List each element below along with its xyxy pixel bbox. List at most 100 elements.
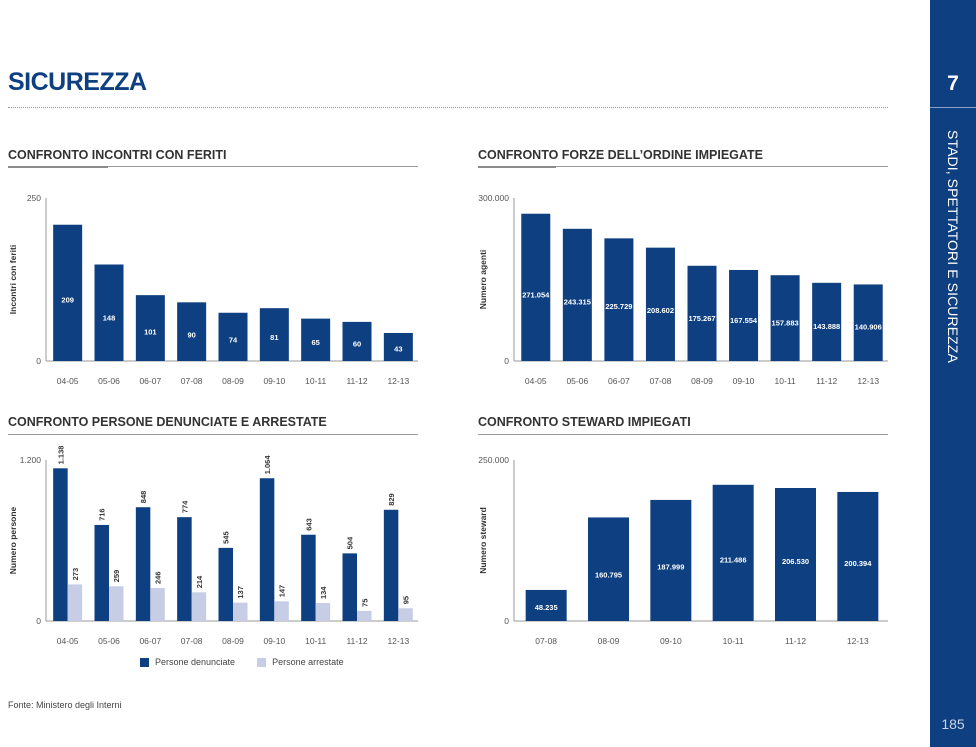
y-tick-label: 0 — [504, 616, 509, 626]
y-axis-title: Numero agenti — [478, 250, 488, 310]
data-label: 134 — [319, 586, 328, 599]
source-note: Fonte: Ministero degli Interni — [8, 700, 122, 710]
x-tick-label: 08-09 — [691, 376, 713, 386]
bar — [650, 499, 692, 621]
bar-arrestate — [315, 603, 331, 621]
x-tick-label: 08-09 — [598, 636, 620, 646]
y-tick-label: 300.000 — [478, 193, 509, 203]
data-label: 208.602 — [647, 306, 674, 315]
bar-arrestate — [150, 587, 165, 621]
x-tick-label: 08-09 — [222, 636, 244, 646]
x-tick-label: 12-13 — [387, 376, 409, 386]
legend-label-arrestate: Persone arrestate — [272, 657, 344, 667]
x-tick-label: 05-06 — [566, 376, 588, 386]
bar-arrestate — [274, 601, 289, 621]
y-tick-label: 0 — [36, 356, 41, 366]
chart-rule — [478, 434, 888, 435]
data-label: 214 — [195, 575, 204, 588]
bar — [521, 213, 551, 361]
x-tick-label: 10-11 — [305, 636, 326, 646]
data-label: 243.315 — [564, 298, 591, 307]
bar-arrestate — [357, 610, 372, 621]
data-label: 48.235 — [535, 603, 558, 612]
data-label: 81 — [270, 333, 278, 342]
bar-denunciate — [301, 534, 316, 621]
bar — [812, 282, 842, 361]
x-tick-label: 11-12 — [785, 636, 806, 646]
data-label: 246 — [154, 571, 163, 584]
x-tick-label: 04-05 — [525, 376, 547, 386]
data-label: 774 — [180, 500, 189, 513]
data-label: 1.138 — [56, 446, 65, 465]
data-label: 160.795 — [595, 570, 622, 579]
y-tick-label: 0 — [36, 616, 41, 626]
data-label: 137 — [236, 586, 245, 599]
bar — [383, 332, 413, 361]
x-tick-label: 06-07 — [608, 376, 630, 386]
data-label: 147 — [278, 585, 287, 598]
x-tick-label: 09-10 — [263, 636, 285, 646]
legend-swatch-denunciate — [140, 657, 149, 667]
x-tick-label: 07-08 — [535, 636, 557, 646]
data-label: 140.906 — [855, 323, 882, 332]
x-tick-label: 09-10 — [263, 376, 285, 386]
bar — [687, 265, 717, 361]
bar — [525, 589, 567, 621]
legend-item-arrestate: Persone arrestate — [257, 657, 344, 667]
bar — [342, 321, 372, 361]
chart-legend: Persone denunciate Persone arrestate — [140, 657, 366, 667]
data-label: 157.883 — [772, 318, 799, 327]
bar — [218, 312, 248, 361]
chart-persone: 0 1.200 Numero persone 04-05 1.138 273 05-06 71… — [8, 446, 418, 646]
bar — [177, 302, 207, 361]
data-label: 167.554 — [730, 316, 758, 325]
x-tick-label: 04-05 — [57, 376, 79, 386]
x-tick-label: 12-13 — [847, 636, 869, 646]
chart-title-forze: CONFRONTO FORZE DELL’ORDINE IMPIEGATE — [478, 148, 763, 162]
bar — [562, 228, 592, 361]
bar-denunciate — [135, 507, 151, 621]
bar — [94, 264, 124, 361]
x-tick-label: 06-07 — [139, 376, 161, 386]
data-label: 209 — [61, 296, 74, 305]
data-label: 65 — [311, 338, 319, 347]
y-tick-label: 250.000 — [478, 455, 509, 465]
bar — [135, 295, 165, 361]
bar-denunciate — [259, 478, 275, 621]
legend-item-denunciate: Persone denunciate — [140, 657, 235, 667]
bar-denunciate — [342, 553, 357, 621]
bar-denunciate — [53, 468, 68, 621]
x-tick-label: 12-13 — [387, 636, 409, 646]
chart-rule — [8, 434, 418, 435]
chapter-number: 7 — [947, 72, 959, 95]
y-axis-title: Numero steward — [478, 507, 488, 574]
x-tick-label: 09-10 — [660, 636, 682, 646]
x-tick-label: 09-10 — [733, 376, 755, 386]
chart-rule-accent — [8, 166, 108, 168]
x-tick-label: 07-08 — [181, 636, 203, 646]
chapter-sidebar — [930, 0, 976, 747]
x-tick-label: 10-11 — [305, 376, 326, 386]
bar — [729, 269, 759, 361]
chapter-title: STADI, SPETTATORI E SICUREZZA — [945, 130, 961, 363]
bar — [53, 224, 83, 361]
bar — [301, 318, 331, 361]
y-axis-title: Incontri con feriti — [8, 245, 18, 314]
data-label: 148 — [103, 314, 116, 323]
bar-denunciate — [218, 547, 233, 621]
sidebar-divider — [930, 107, 976, 108]
y-tick-label: 250 — [27, 193, 41, 203]
data-label: 75 — [360, 599, 369, 607]
chart-steward: 0 250.000 Numero steward 07-08 48.235 08-09 16… — [478, 455, 888, 646]
bar — [770, 275, 800, 361]
data-label: 271.054 — [522, 291, 550, 300]
chart-rule — [8, 166, 418, 167]
data-label: 829 — [387, 493, 396, 506]
y-tick-label: 1.200 — [20, 455, 42, 465]
bar-denunciate — [383, 509, 399, 621]
bar-arrestate — [109, 586, 124, 621]
bar — [775, 487, 816, 621]
bar-denunciate — [177, 517, 192, 621]
bar — [645, 247, 675, 361]
x-tick-label: 11-12 — [346, 636, 367, 646]
